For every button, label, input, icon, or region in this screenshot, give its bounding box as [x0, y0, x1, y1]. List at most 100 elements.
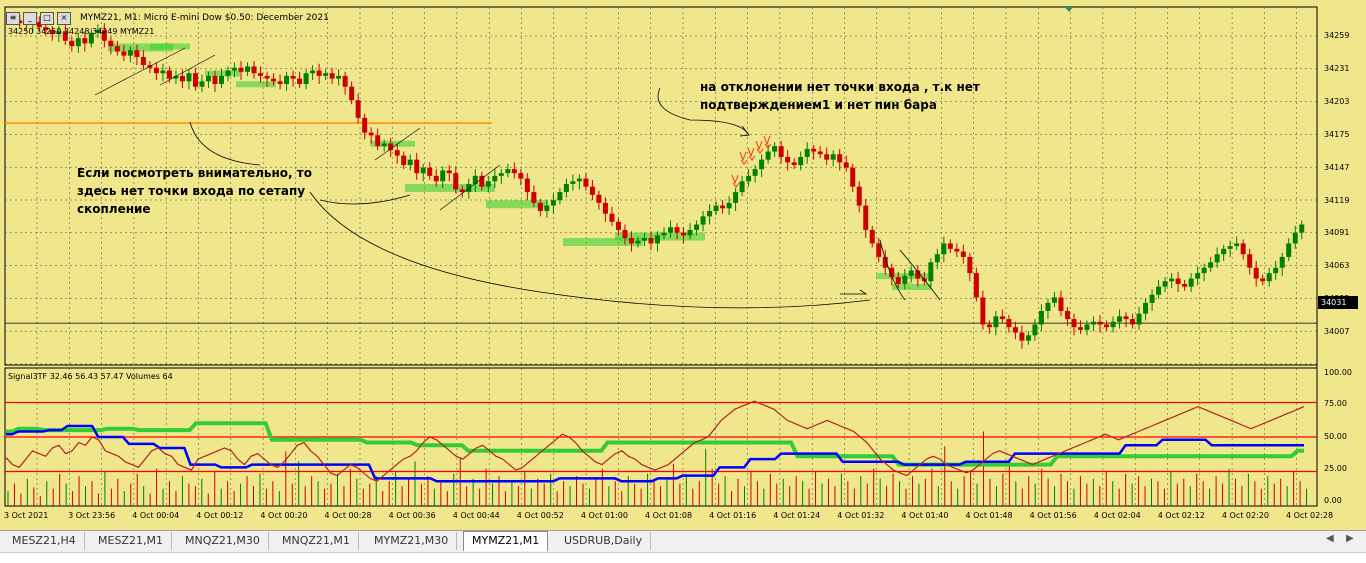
candle-body: [635, 240, 641, 244]
candle-body: [212, 75, 218, 85]
annotation-line: здесь нет точки входа по сетапу: [77, 184, 306, 198]
indicator-level: 0.00: [1324, 496, 1342, 505]
tab-mesz21-m1[interactable]: MESZ21,M1: [90, 532, 172, 550]
candle-body: [166, 70, 172, 79]
candle-body: [140, 56, 146, 66]
candle-body: [655, 235, 660, 244]
candle-body: [980, 297, 986, 325]
candle-body: [609, 213, 615, 222]
candle-body: [934, 254, 940, 263]
candle-body: [277, 81, 283, 85]
candle-body: [342, 75, 348, 87]
tabs-scroll-right-icon[interactable]: ▶: [1346, 533, 1354, 544]
accumulation-zone: [892, 283, 932, 290]
candle-body: [349, 86, 355, 101]
candle-body: [121, 51, 127, 56]
candle-body: [1201, 267, 1207, 274]
tabs-scroll-left-icon[interactable]: ◀: [1326, 533, 1334, 544]
candle-body: [108, 40, 114, 47]
annotation-right-note: на отклонении нет точки входа , т.к нет …: [700, 78, 980, 114]
candle-body: [284, 75, 290, 85]
candle-body: [420, 167, 426, 174]
tab-mymz21-m1[interactable]: MYMZ21,M1: [463, 531, 549, 551]
current-price-label: 34031: [1318, 296, 1358, 309]
candle-body: [563, 183, 569, 193]
candle-body: [1221, 248, 1227, 255]
candle-body: [1299, 224, 1305, 233]
candle-body: [759, 159, 765, 170]
minimize-icon[interactable]: _: [23, 11, 37, 25]
accumulation-zone: [563, 238, 643, 247]
time-tick: 4 Oct 00:04: [132, 511, 180, 520]
tab-mnqz21-m1[interactable]: MNQZ21,M1: [274, 532, 359, 550]
candle-body: [518, 173, 524, 179]
candle-body: [290, 75, 296, 79]
candle-body: [264, 75, 270, 79]
candle-body: [258, 73, 264, 76]
candle-body: [1195, 273, 1201, 279]
candle-body: [1208, 262, 1214, 268]
signal-line-blue: [6, 424, 1304, 483]
tab-usdrub-daily[interactable]: USDRUB,Daily: [556, 532, 652, 550]
accumulation-zone: [205, 70, 240, 77]
candle-body: [1051, 297, 1057, 303]
candle-body: [1025, 335, 1031, 341]
candle-body: [218, 75, 224, 85]
candle-body: [232, 67, 238, 71]
candle-body: [303, 73, 309, 85]
candle-body: [1064, 310, 1070, 320]
candle-body: [368, 132, 374, 136]
close-icon[interactable]: ×: [57, 11, 71, 25]
candle-body: [1136, 313, 1142, 325]
candle-body: [954, 248, 960, 252]
tab-mymz21-m30[interactable]: MYMZ21,M30: [366, 532, 458, 550]
time-tick: 4 Oct 01:40: [901, 511, 949, 520]
candle-body: [1247, 254, 1253, 268]
time-tick: 4 Oct 02:04: [1093, 511, 1141, 520]
candle-body: [817, 151, 823, 155]
candle-body: [394, 150, 400, 156]
accumulation-zone: [486, 200, 548, 209]
indicator-level: 100.00: [1324, 368, 1352, 377]
candle-body: [876, 243, 882, 257]
time-tick: 4 Oct 00:28: [324, 511, 372, 520]
tab-mnqz21-m30[interactable]: MNQZ21,M30: [177, 532, 269, 550]
tab-mesz21-h4[interactable]: MESZ21,H4: [4, 532, 85, 550]
candle-body: [388, 143, 394, 151]
candle-body: [986, 324, 992, 328]
candle-body: [1045, 302, 1051, 311]
candle-body: [375, 135, 381, 147]
candle-body: [1273, 267, 1279, 274]
candle-body: [362, 117, 368, 133]
candle-body: [1117, 316, 1123, 322]
candle-body: [179, 75, 185, 82]
candle-body: [1149, 294, 1155, 303]
time-tick: 4 Oct 01:32: [837, 511, 885, 520]
candle-body: [127, 50, 133, 56]
candle-body: [479, 175, 485, 187]
candle-body: [733, 192, 739, 203]
candle-body: [251, 66, 257, 74]
maximize-icon[interactable]: □: [40, 11, 54, 25]
candle-body: [889, 267, 895, 278]
candle-body: [687, 229, 693, 236]
candle-body: [1260, 278, 1266, 282]
candle-body: [811, 148, 817, 152]
chart-menu-icon[interactable]: ≡: [6, 11, 20, 25]
candle-body: [856, 186, 862, 206]
candle-body: [1240, 243, 1246, 255]
candle-body: [1169, 278, 1175, 282]
candle-body: [329, 73, 335, 79]
candle-body: [225, 70, 231, 76]
annotation-line: скопление: [77, 202, 151, 216]
candle-body: [1214, 254, 1220, 263]
signal-line-green: [6, 421, 1304, 467]
chart-canvas[interactable]: [0, 0, 1366, 530]
chart-window[interactable]: ≡ _ □ × MYMZ21, M1: Micro E-mini Dow $0.…: [0, 0, 1366, 530]
candle-body: [271, 78, 277, 82]
candle-body: [459, 189, 465, 193]
candle-body: [674, 227, 680, 233]
candle-body: [414, 159, 420, 174]
candle-body: [967, 256, 973, 274]
candle-body: [999, 316, 1005, 320]
